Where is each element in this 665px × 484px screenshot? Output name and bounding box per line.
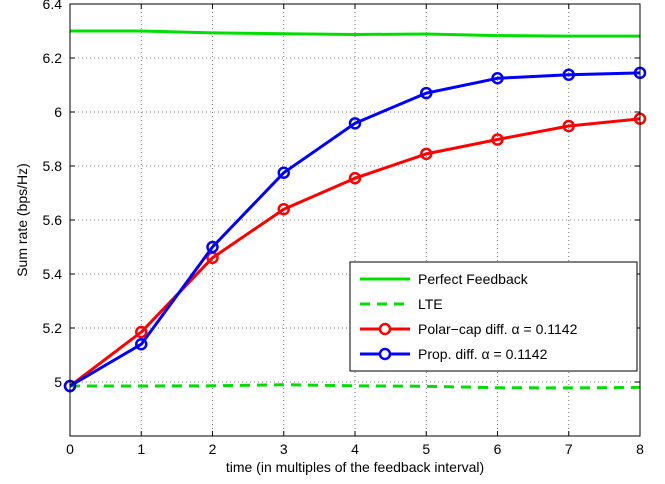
x-tick-label: 4 (351, 441, 359, 457)
data-point (491, 72, 504, 85)
y-tick-label: 6.4 (43, 0, 63, 12)
series-line-0 (70, 29, 640, 38)
data-point (562, 68, 575, 81)
series-line-3 (69, 71, 641, 388)
legend-label: Polar−cap diff. α = 0.1142 (418, 321, 578, 337)
x-tick-label: 2 (209, 441, 217, 457)
legend-label: Prop. diff. α = 0.1142 (418, 346, 548, 362)
y-tick-label: 5.8 (43, 158, 63, 174)
y-tick-label: 5.4 (43, 266, 63, 282)
data-point (348, 117, 362, 130)
legend: Perfect Feedback LTE Polar−cap diff. α = 0… (349, 261, 638, 372)
y-tick-label: 5 (54, 374, 62, 390)
y-axis-label: Sum rate (bps/Hz) (14, 163, 30, 277)
legend-label: LTE (418, 296, 443, 312)
y-tick-label: 5.6 (43, 212, 63, 228)
x-tick-label: 0 (66, 441, 74, 457)
y-tick-label: 6 (54, 104, 62, 120)
x-axis-label: time (in multiples of the feedback inter… (226, 459, 484, 475)
data-point (206, 240, 219, 254)
axis-ticks: 0 1 2 3 4 5 6 7 8 5 5.2 5.4 5.6 5.8 6 6.2 6.4 (43, 0, 645, 457)
data-point (348, 171, 362, 185)
x-tick-label: 3 (280, 441, 288, 457)
data-point (491, 133, 504, 146)
series-line-2 (69, 117, 641, 388)
y-tick-label: 6.2 (43, 50, 63, 66)
x-tick-label: 7 (565, 441, 573, 457)
x-tick-label: 6 (494, 441, 502, 457)
x-tick-label: 1 (137, 441, 145, 457)
data-point (135, 325, 148, 339)
legend-marker (378, 347, 392, 361)
x-tick-label: 8 (636, 441, 644, 457)
y-tick-label: 5.2 (43, 320, 63, 336)
legend-marker (378, 322, 392, 336)
series-layer (63, 29, 647, 393)
data-point (420, 147, 433, 161)
x-tick-label: 5 (422, 441, 430, 457)
data-point (277, 166, 290, 179)
data-point (420, 86, 433, 100)
data-point (562, 119, 575, 133)
data-point (135, 337, 148, 351)
legend-label: Perfect Feedback (418, 271, 529, 287)
data-point (277, 202, 290, 216)
